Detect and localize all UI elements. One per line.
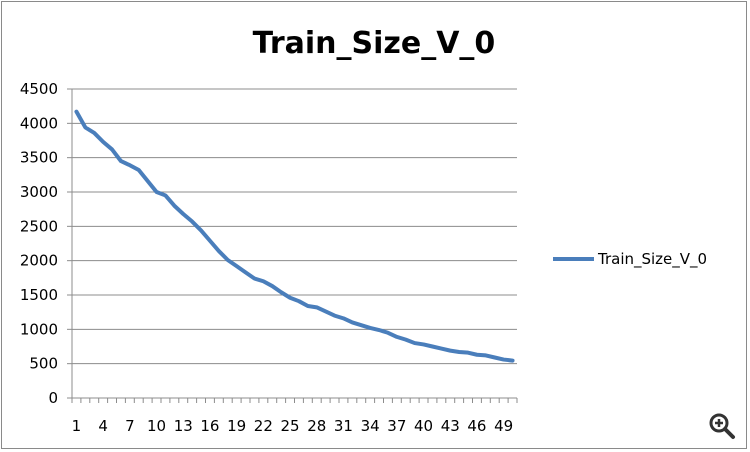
x-tick-label: 49 [494,417,513,435]
chart-title: Train_Size_V_0 [253,26,496,61]
x-tick-label: 34 [361,417,380,435]
series-lines [74,109,515,363]
y-tick-label: 2000 [20,252,58,270]
y-tick-label: 0 [48,389,58,407]
x-tick-label: 28 [307,417,326,435]
x-tick-label: 7 [125,417,135,435]
x-tick-label: 1 [72,417,82,435]
y-tick-label: 3000 [20,183,58,201]
y-tick-label: 2500 [20,217,58,235]
x-tick-label: 16 [200,417,219,435]
x-tick-label: 40 [414,417,433,435]
y-tick-label: 4500 [20,80,58,98]
y-tick-label: 3500 [20,149,58,167]
x-tick-label: 46 [467,417,486,435]
legend-label: Train_Size_V_0 [597,250,707,269]
y-tick-label: 500 [29,355,58,373]
legend: Train_Size_V_0 [553,250,707,269]
x-axis-tick-labels: 1 4 7 10 13 16 19 22 25 28 31 34 37 40 43 46 49 [72,417,514,435]
series-line [74,109,515,363]
y-tick-label: 4000 [20,114,58,132]
x-tick-label: 4 [98,417,108,435]
gridlines [67,88,517,399]
axes [71,89,518,403]
x-tick-label: 31 [334,417,353,435]
x-tick-label: 43 [441,417,460,435]
x-tick-label: 37 [387,417,406,435]
x-tick-label: 19 [227,417,246,435]
y-tick-label: 1500 [20,286,58,304]
y-tick-label: 1000 [20,320,58,338]
y-axis-tick-labels: 0 500 1000 1500 2000 2500 3000 3500 4000 4500 [20,80,58,407]
x-tick-label: 13 [174,417,193,435]
x-tick-label: 25 [281,417,300,435]
x-tick-label: 10 [147,417,166,435]
x-tick-label: 22 [254,417,273,435]
zoom-in-icon[interactable] [707,411,737,441]
